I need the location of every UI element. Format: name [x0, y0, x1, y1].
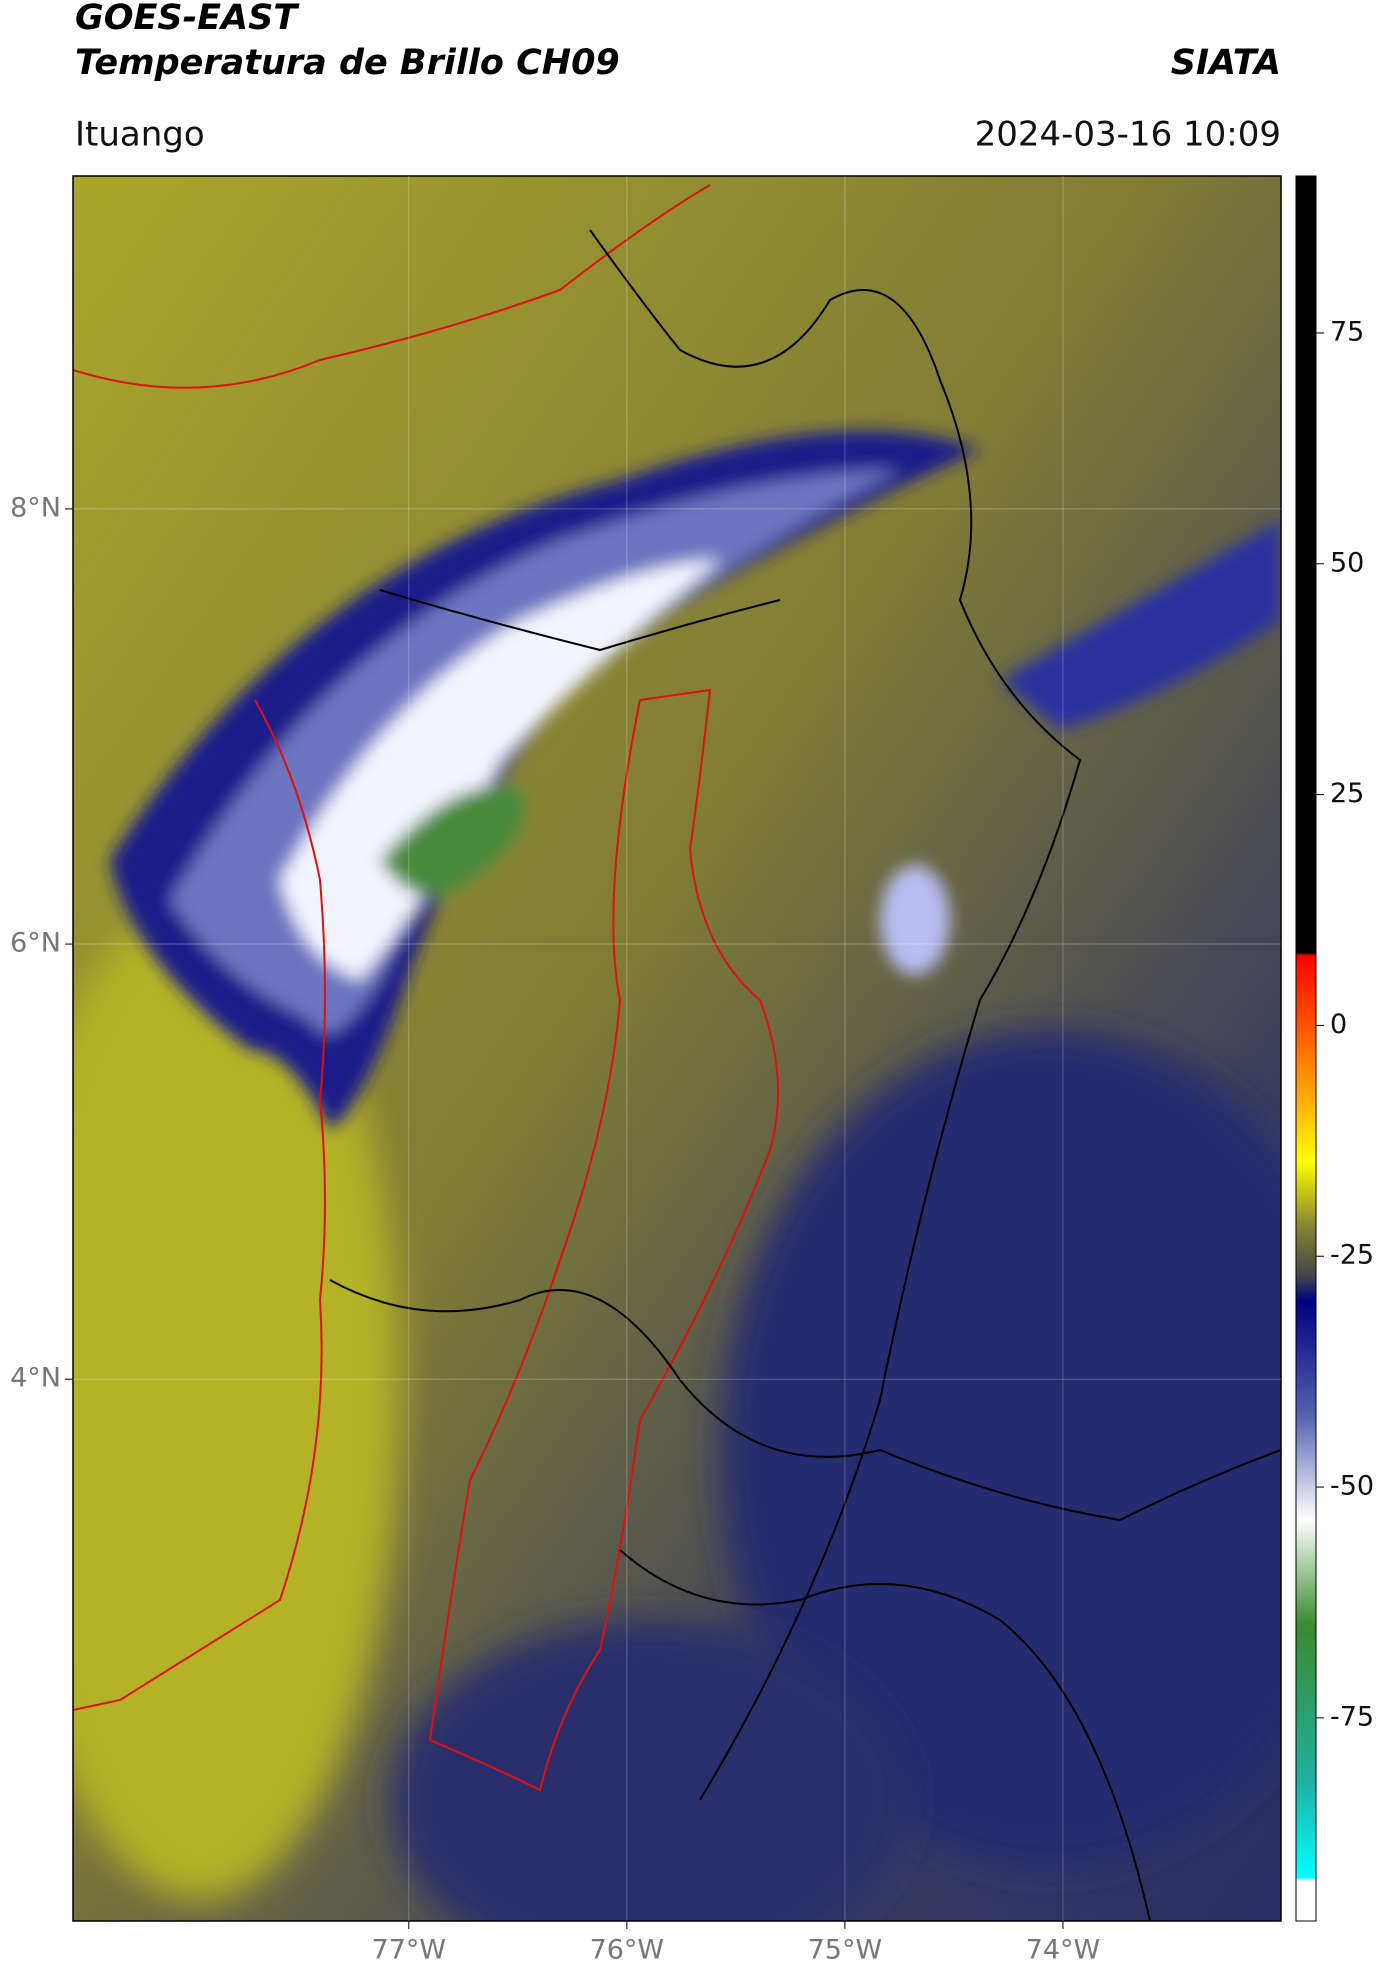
colorbar-tick-label: -50 [1330, 1471, 1374, 1502]
x-tick-label: 76°W [590, 1935, 665, 1966]
x-tick-label: 75°W [808, 1935, 883, 1966]
colorbar-tick-label: 0 [1330, 1009, 1347, 1040]
y-tick-label: 4°N [10, 1363, 61, 1394]
x-tick-label: 74°W [1026, 1935, 1101, 1966]
y-tick-label: 6°N [10, 928, 61, 959]
agency: SIATA [1171, 43, 1281, 83]
colorbar-tick-label: -25 [1330, 1240, 1374, 1271]
map-frame [72, 175, 1282, 1922]
map-image [73, 176, 1281, 1921]
subtitle: Temperatura de Brillo CH09 [75, 43, 620, 83]
title: GOES-EAST [75, 0, 300, 38]
colorbar-tick-label: 25 [1330, 778, 1364, 809]
datetime: 2024-03-16 10:09 [975, 115, 1281, 155]
colorbar [1295, 175, 1317, 1922]
location: Ituango [75, 115, 205, 155]
colorbar-tick-label: 50 [1330, 547, 1364, 578]
colorbar-tick-label: 75 [1330, 316, 1364, 347]
x-tick-label: 77°W [372, 1935, 447, 1966]
colorbar-tick-label: -75 [1330, 1701, 1374, 1732]
y-tick-label: 8°N [10, 492, 61, 523]
